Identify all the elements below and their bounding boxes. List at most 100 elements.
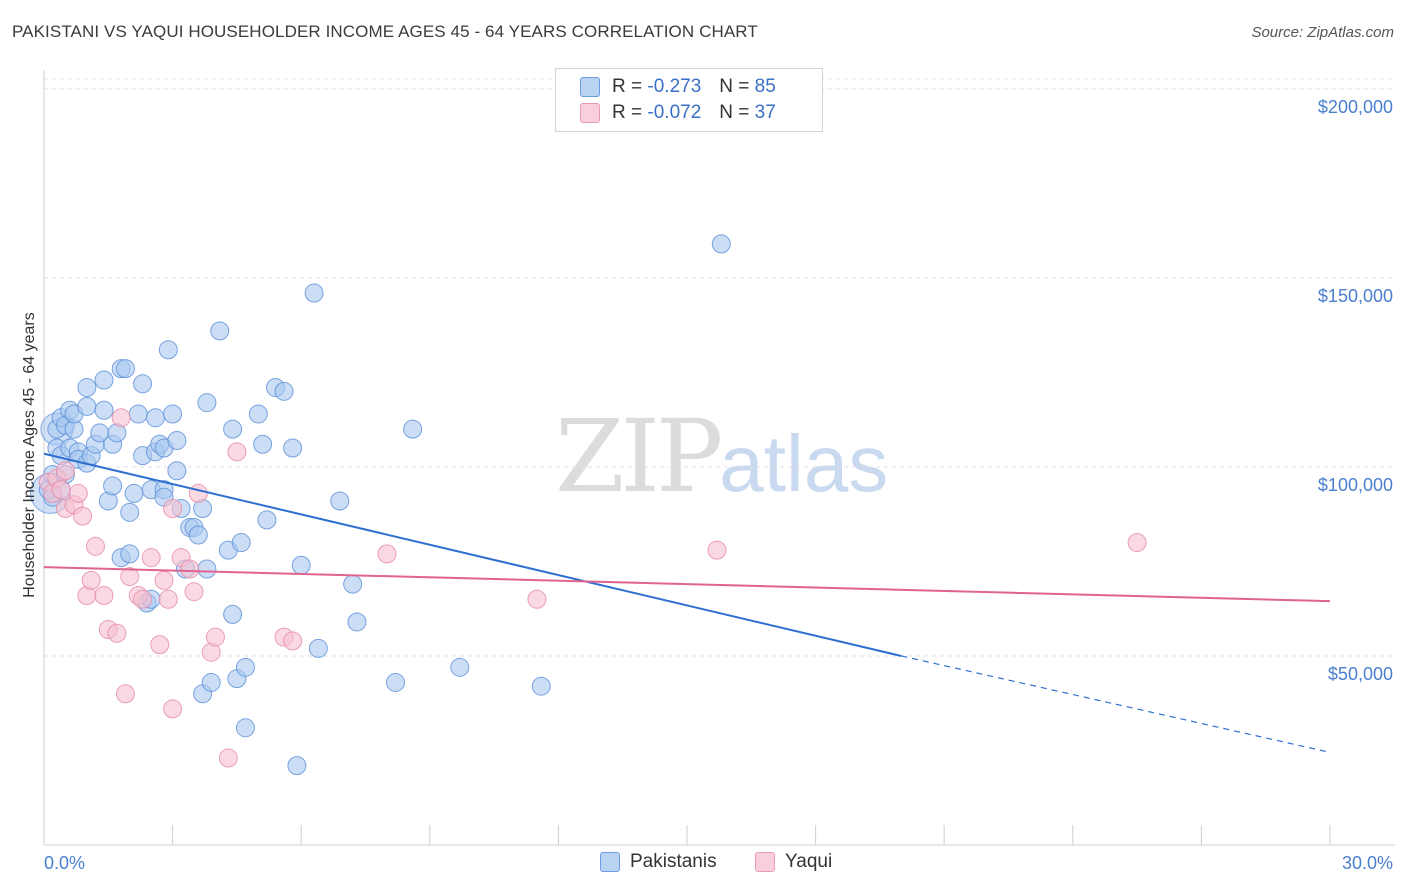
legend-n-value: 37 xyxy=(754,102,776,123)
pakistanis-point xyxy=(287,756,307,776)
legend-r-label: R = xyxy=(612,102,643,123)
pakistanis-point xyxy=(223,419,243,439)
bottom-legend-label: Pakistanis xyxy=(630,851,717,872)
pakistanis-point xyxy=(77,396,97,416)
yaqui-point xyxy=(107,623,127,643)
pakistanis-point xyxy=(308,638,328,658)
y-axis-label: Householder Income Ages 45 - 64 years xyxy=(21,312,38,598)
yaqui-trend-line xyxy=(43,566,1331,603)
yaqui-point xyxy=(218,748,238,768)
trend-lines xyxy=(43,452,1331,753)
pakistanis-point xyxy=(124,483,144,503)
yaqui-point xyxy=(163,699,183,719)
pakistanis-point xyxy=(103,476,123,496)
yaqui-point xyxy=(527,589,547,609)
pakistanis-swatch xyxy=(580,77,600,97)
y-tick-label: $150,000 xyxy=(1318,286,1393,306)
pakistanis-point xyxy=(128,404,148,424)
yaqui-point xyxy=(150,635,170,655)
legend-n-value: 85 xyxy=(754,76,776,97)
pakistanis-point xyxy=(253,434,273,454)
pakistanis-point xyxy=(257,510,277,530)
yaqui-point xyxy=(68,483,88,503)
yaqui-point xyxy=(158,589,178,609)
pakistanis-point xyxy=(188,525,208,545)
grid-lines xyxy=(44,78,1395,657)
yaqui-point xyxy=(227,442,247,462)
bottom-legend-yaqui: Yaqui xyxy=(755,851,832,873)
pakistanis-point xyxy=(145,408,165,428)
yaqui-swatch xyxy=(755,852,775,872)
y-tick-label: $100,000 xyxy=(1318,475,1393,495)
pakistanis-point xyxy=(163,404,183,424)
pakistanis-point xyxy=(283,438,303,458)
chart-title: PAKISTANI VS YAQUI HOUSEHOLDER INCOME AG… xyxy=(12,22,758,41)
pakistanis-point xyxy=(235,657,255,677)
pakistanis-point xyxy=(120,502,140,522)
pakistanis-point xyxy=(223,604,243,624)
yaqui-point xyxy=(141,548,161,568)
y-tick-label: $200,000 xyxy=(1318,97,1393,117)
pakistanis-point xyxy=(330,491,350,511)
pakistanis-point xyxy=(274,381,294,401)
watermark-zip: ZIP xyxy=(555,398,723,515)
data-points xyxy=(29,234,1147,776)
pakistanis-point xyxy=(343,574,363,594)
pakistanis-point xyxy=(158,340,178,360)
legend-row-pakistanis: R = -0.273 N = 85 xyxy=(580,74,776,100)
yaqui-point xyxy=(163,499,183,519)
pakistanis-point xyxy=(304,283,324,303)
yaqui-point xyxy=(205,627,225,647)
legend-r-value: -0.273 xyxy=(647,76,702,97)
yaqui-point xyxy=(188,483,208,503)
yaqui-point xyxy=(115,684,135,704)
watermark-atlas: atlas xyxy=(719,419,889,508)
yaqui-swatch xyxy=(580,103,600,123)
pakistanis-point xyxy=(386,672,406,692)
pakistanis-point xyxy=(133,374,153,394)
legend-n-label: N = xyxy=(719,76,750,97)
source-label: Source: ZipAtlas.com xyxy=(1251,24,1394,41)
pakistanis-point xyxy=(231,533,251,553)
pakistanis-point xyxy=(291,555,311,575)
yaqui-point xyxy=(283,631,303,651)
pakistanis-point xyxy=(711,234,731,254)
pakistanis-trend-extension xyxy=(901,655,1331,753)
pakistanis-point xyxy=(248,404,268,424)
tick-labels: $50,000 $100,000 $150,000 $200,000 0.0% 30.0% xyxy=(44,97,1393,873)
yaqui-point xyxy=(51,480,71,500)
yaqui-point xyxy=(94,585,114,605)
yaqui-point xyxy=(81,570,101,590)
pakistanis-swatch xyxy=(600,852,620,872)
yaqui-point xyxy=(85,536,105,556)
bottom-legend-pakistanis: Pakistanis xyxy=(600,851,717,873)
yaqui-point xyxy=(1127,533,1147,553)
axes xyxy=(43,70,1395,846)
pakistanis-point xyxy=(235,718,255,738)
pakistanis-point xyxy=(94,400,114,420)
pakistanis-point xyxy=(201,672,221,692)
yaqui-point xyxy=(377,544,397,564)
yaqui-point xyxy=(120,567,140,587)
yaqui-point xyxy=(180,559,200,579)
pakistanis-point xyxy=(167,461,187,481)
pakistanis-point xyxy=(197,559,217,579)
legend-r-value: -0.072 xyxy=(647,102,702,123)
yaqui-point xyxy=(133,589,153,609)
yaqui-point xyxy=(707,540,727,560)
pakistanis-point xyxy=(197,393,217,413)
x-tick-label: 0.0% xyxy=(44,853,85,873)
y-tick-label: $50,000 xyxy=(1328,664,1393,684)
yaqui-point xyxy=(111,408,131,428)
pakistanis-point xyxy=(531,676,551,696)
pakistanis-point xyxy=(120,544,140,564)
legend-n-label: N = xyxy=(719,102,750,123)
pakistanis-point xyxy=(450,657,470,677)
zipatlas-watermark: ZIPatlas xyxy=(555,398,888,515)
legend-row-yaqui: R = -0.072 N = 37 xyxy=(580,100,776,126)
bottom-legend-label: Yaqui xyxy=(785,851,833,872)
legend-r-label: R = xyxy=(612,76,643,97)
pakistanis-trend-line xyxy=(43,452,902,657)
stats-legend: R = -0.273 N = 85 R = -0.072 N = 37 xyxy=(555,68,823,132)
